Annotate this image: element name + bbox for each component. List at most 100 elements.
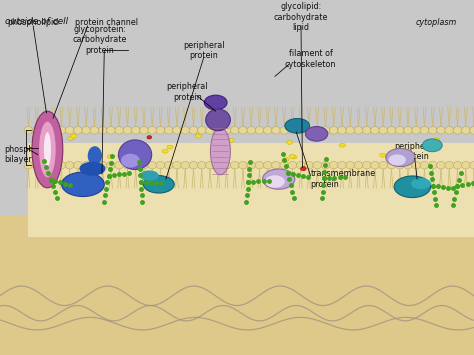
Ellipse shape	[118, 154, 124, 158]
Ellipse shape	[107, 127, 115, 134]
Ellipse shape	[82, 162, 91, 169]
Ellipse shape	[195, 134, 201, 138]
Ellipse shape	[453, 162, 462, 169]
Ellipse shape	[148, 162, 156, 169]
Ellipse shape	[198, 162, 206, 169]
Ellipse shape	[289, 154, 295, 158]
Ellipse shape	[24, 162, 33, 169]
Ellipse shape	[39, 122, 56, 178]
Ellipse shape	[412, 127, 420, 134]
Ellipse shape	[156, 127, 165, 134]
FancyBboxPatch shape	[28, 143, 474, 236]
Ellipse shape	[206, 109, 230, 131]
Ellipse shape	[453, 127, 462, 134]
Ellipse shape	[346, 162, 355, 169]
Ellipse shape	[90, 162, 99, 169]
Ellipse shape	[363, 127, 371, 134]
Text: outside of cell: outside of cell	[5, 17, 68, 26]
Ellipse shape	[247, 127, 255, 134]
Ellipse shape	[428, 127, 437, 134]
Ellipse shape	[222, 162, 231, 169]
Ellipse shape	[44, 132, 51, 167]
Ellipse shape	[32, 127, 41, 134]
Ellipse shape	[422, 139, 442, 152]
Ellipse shape	[395, 127, 404, 134]
Ellipse shape	[433, 138, 439, 142]
Ellipse shape	[140, 162, 148, 169]
Ellipse shape	[354, 162, 363, 169]
Ellipse shape	[462, 162, 470, 169]
Ellipse shape	[62, 172, 104, 197]
Ellipse shape	[280, 127, 289, 134]
Ellipse shape	[230, 162, 239, 169]
Ellipse shape	[445, 127, 454, 134]
Ellipse shape	[140, 127, 148, 134]
Ellipse shape	[88, 146, 102, 165]
Ellipse shape	[118, 140, 152, 170]
Ellipse shape	[162, 149, 168, 153]
Ellipse shape	[404, 127, 412, 134]
Ellipse shape	[123, 162, 132, 169]
Ellipse shape	[189, 162, 198, 169]
Ellipse shape	[337, 127, 346, 134]
Ellipse shape	[143, 176, 174, 193]
Ellipse shape	[198, 127, 206, 134]
Ellipse shape	[73, 162, 82, 169]
Ellipse shape	[437, 162, 445, 169]
Ellipse shape	[371, 127, 379, 134]
Ellipse shape	[49, 162, 57, 169]
Ellipse shape	[411, 178, 431, 189]
Ellipse shape	[73, 127, 82, 134]
Ellipse shape	[470, 162, 474, 169]
Ellipse shape	[90, 127, 99, 134]
Ellipse shape	[71, 134, 77, 138]
Ellipse shape	[265, 175, 285, 188]
Ellipse shape	[65, 162, 74, 169]
Ellipse shape	[313, 162, 321, 169]
Ellipse shape	[263, 169, 295, 189]
Ellipse shape	[285, 119, 310, 133]
Text: peripheral
protein: peripheral protein	[166, 82, 208, 102]
Ellipse shape	[412, 162, 420, 169]
Text: cytoplasm: cytoplasm	[415, 18, 457, 27]
Ellipse shape	[156, 162, 165, 169]
Ellipse shape	[420, 162, 429, 169]
Ellipse shape	[387, 127, 396, 134]
Ellipse shape	[379, 162, 388, 169]
Ellipse shape	[228, 138, 234, 142]
Ellipse shape	[206, 127, 214, 134]
Ellipse shape	[123, 127, 132, 134]
Text: glycolipid:
carbohydrate
lipid: glycolipid: carbohydrate lipid	[274, 2, 328, 32]
Ellipse shape	[57, 162, 66, 169]
Ellipse shape	[305, 126, 328, 141]
Ellipse shape	[283, 158, 289, 162]
Ellipse shape	[53, 134, 59, 138]
Ellipse shape	[337, 162, 346, 169]
Ellipse shape	[379, 127, 388, 134]
Ellipse shape	[437, 127, 445, 134]
Ellipse shape	[386, 148, 415, 166]
Ellipse shape	[354, 127, 363, 134]
Ellipse shape	[148, 127, 156, 134]
Ellipse shape	[214, 127, 222, 134]
Ellipse shape	[288, 162, 297, 169]
Ellipse shape	[222, 127, 231, 134]
Ellipse shape	[82, 127, 91, 134]
Ellipse shape	[272, 127, 280, 134]
Ellipse shape	[181, 162, 190, 169]
Ellipse shape	[131, 162, 140, 169]
Ellipse shape	[445, 162, 454, 169]
Ellipse shape	[239, 127, 247, 134]
Ellipse shape	[247, 162, 255, 169]
Ellipse shape	[210, 128, 230, 175]
Ellipse shape	[32, 162, 41, 169]
Ellipse shape	[230, 127, 239, 134]
Ellipse shape	[388, 154, 406, 165]
Ellipse shape	[395, 162, 404, 169]
Ellipse shape	[305, 127, 313, 134]
Ellipse shape	[363, 162, 371, 169]
Ellipse shape	[68, 136, 74, 140]
Ellipse shape	[420, 127, 429, 134]
Ellipse shape	[107, 155, 113, 159]
Ellipse shape	[99, 127, 107, 134]
